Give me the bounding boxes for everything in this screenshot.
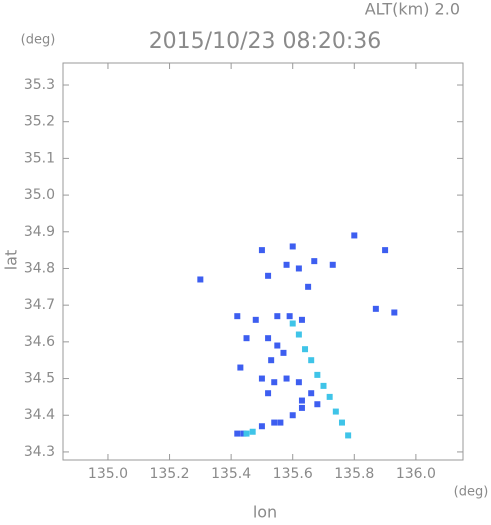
echo [271, 419, 278, 426]
echo [240, 430, 247, 437]
echo [243, 335, 250, 342]
x-tick-label: 136.0 [396, 466, 436, 482]
echo [351, 232, 358, 239]
y-tick-label: 34.3 [24, 444, 55, 460]
echo [308, 357, 315, 364]
echo [295, 265, 302, 272]
echo [302, 346, 309, 353]
y-tick-label: 34.6 [24, 334, 55, 350]
echo [197, 276, 204, 283]
echo [314, 371, 321, 378]
altitude: ALT(km) 2.0 [365, 0, 460, 19]
echo [298, 316, 305, 323]
echo [283, 375, 290, 382]
echo [277, 419, 284, 426]
echo [338, 419, 345, 426]
echo [283, 261, 290, 268]
y-tick-label: 34.4 [24, 407, 55, 423]
echo [305, 283, 312, 290]
echo [274, 342, 281, 349]
x-tick-label: 135.8 [334, 466, 374, 482]
x-tick-label: 135.4 [211, 466, 251, 482]
y-tick-label: 34.7 [24, 297, 55, 313]
y-tick-label: 35.2 [24, 114, 55, 130]
echo [258, 247, 265, 254]
echo [280, 349, 287, 356]
echo [243, 430, 250, 437]
y-tick-label: 35.3 [24, 77, 55, 93]
echo [298, 404, 305, 411]
x-axis-label: lon [253, 503, 277, 522]
y-tick-label: 34.5 [24, 371, 55, 387]
x-tick-label: 135.0 [88, 466, 128, 482]
y-axis-label: lat [2, 250, 21, 271]
echo [265, 335, 272, 342]
echo [289, 320, 296, 327]
echo [271, 379, 278, 386]
echo [289, 412, 296, 419]
echo [332, 408, 339, 415]
echo [286, 313, 293, 320]
plot-frame [62, 62, 464, 461]
y-unit: (deg) [21, 33, 56, 48]
echo [308, 390, 315, 397]
echo [320, 382, 327, 389]
x-tick-label: 135.2 [149, 466, 189, 482]
echo [314, 401, 321, 408]
echo [372, 305, 379, 312]
echo [274, 313, 281, 320]
echo [237, 364, 244, 371]
echo [265, 390, 272, 397]
echo [268, 357, 275, 364]
echo [298, 397, 305, 404]
echo [265, 272, 272, 279]
echo [258, 423, 265, 430]
echo [258, 375, 265, 382]
chart-title: 2015/10/23 08:20:36 [149, 29, 382, 54]
echo [252, 316, 259, 323]
echo [345, 432, 352, 439]
echo [234, 313, 241, 320]
echo [326, 393, 333, 400]
echo [289, 243, 296, 250]
echo [295, 379, 302, 386]
echo [234, 430, 241, 437]
echo [295, 331, 302, 338]
echo [249, 428, 256, 435]
y-tick-label: 34.9 [24, 224, 55, 240]
y-tick-label: 35.0 [24, 187, 55, 203]
echo [382, 247, 389, 254]
y-tick-label: 35.1 [24, 150, 55, 166]
x-tick-label: 135.6 [273, 466, 313, 482]
echo [391, 309, 398, 316]
x-unit: (deg) [454, 485, 489, 500]
echo [311, 258, 318, 265]
echo [329, 261, 336, 268]
y-tick-label: 34.8 [24, 260, 55, 276]
